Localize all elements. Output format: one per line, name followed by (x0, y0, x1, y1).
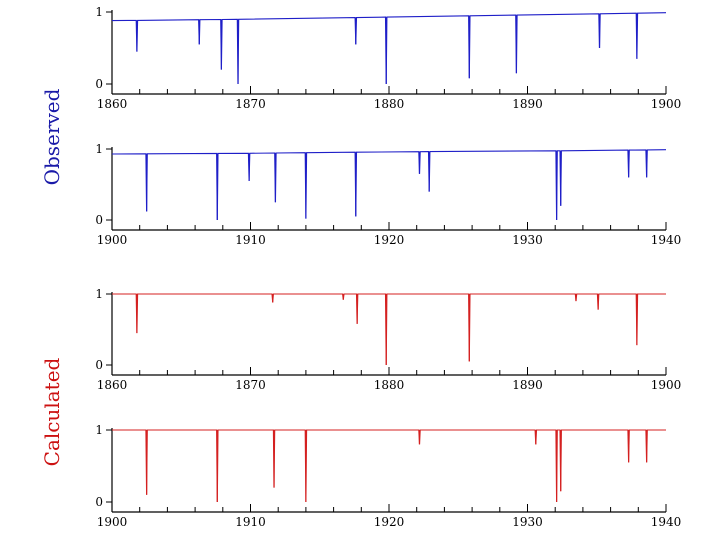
y-tick-label: 0 (95, 495, 103, 509)
chart-panel-4: 1900 1910 1920 1930 1940 0 1 (95, 423, 681, 529)
y-tick-label: 0 (95, 358, 103, 372)
y-tick-label: 1 (95, 423, 103, 437)
series-line (112, 429, 666, 503)
x-tick-label: 1910 (235, 233, 266, 247)
x-tick-label: 1940 (651, 233, 682, 247)
x-tick-label: 1900 (97, 515, 128, 529)
series-line (111, 149, 667, 221)
x-tick-label: 1870 (235, 378, 266, 392)
series-line (112, 293, 666, 366)
x-tick-label: 1890 (512, 378, 543, 392)
chart-panel-1: 1860 1870 1880 1890 1900 0 1 (95, 5, 681, 111)
x-tick-label: 1930 (512, 233, 543, 247)
y-tick-label: 0 (95, 213, 103, 227)
x-tick-label: 1930 (512, 515, 543, 529)
x-tick-label: 1880 (374, 97, 405, 111)
x-tick-label: 1890 (512, 97, 543, 111)
y-tick-label: 1 (95, 287, 103, 301)
x-tick-label: 1860 (97, 378, 128, 392)
x-tick-label: 1920 (374, 233, 405, 247)
x-tick-label: 1910 (235, 515, 266, 529)
x-tick-label: 1880 (374, 378, 405, 392)
y-tick-label: 1 (95, 5, 103, 19)
x-tick-label: 1940 (651, 515, 682, 529)
x-tick-label: 1870 (235, 97, 266, 111)
chart-panel-2: 1900 1910 1920 1930 1940 0 1 (95, 142, 681, 247)
x-tick-label: 1900 (651, 97, 682, 111)
observed-label: Observed (40, 88, 64, 186)
chart-panel-3: 1860 1870 1880 1890 1900 0 1 (95, 287, 681, 392)
series-line (111, 12, 667, 85)
x-tick-label: 1900 (97, 233, 128, 247)
calculated-label: Calculated (40, 357, 64, 467)
x-tick-label: 1900 (651, 378, 682, 392)
y-tick-label: 1 (95, 142, 103, 156)
y-tick-label: 0 (95, 77, 103, 91)
x-tick-label: 1860 (97, 97, 128, 111)
x-tick-label: 1920 (374, 515, 405, 529)
